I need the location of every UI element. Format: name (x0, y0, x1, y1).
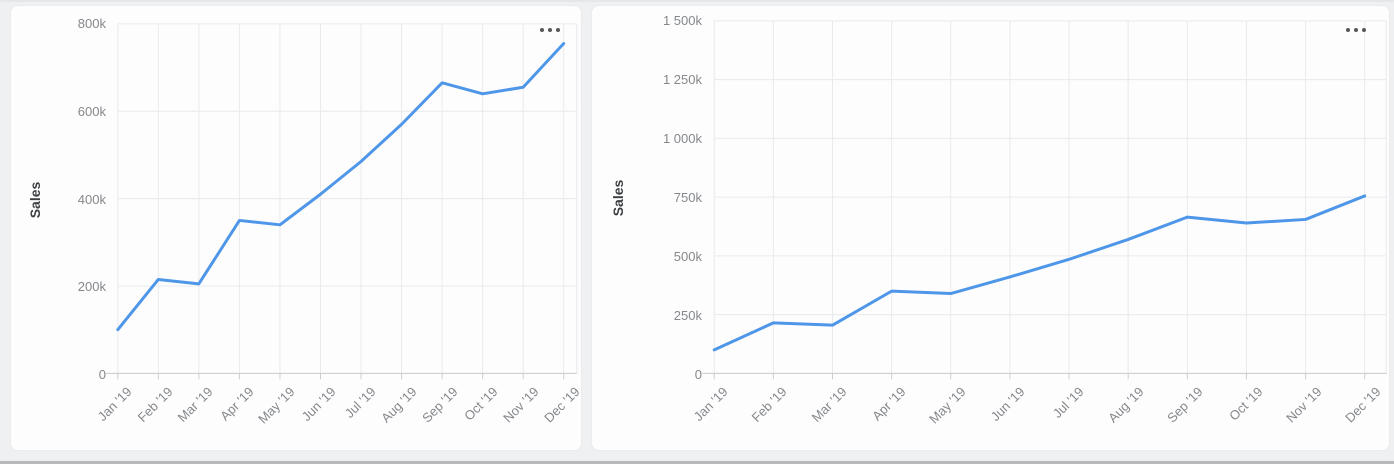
y-tick-label: 0 (98, 367, 106, 382)
line-chart-left (105, 23, 578, 380)
y-tick-label: 1 000k (662, 131, 702, 146)
ellipsis-icon (540, 28, 544, 32)
y-tick-label: 600k (77, 103, 106, 119)
y-tick-label: 750k (673, 190, 702, 205)
ellipsis-icon (556, 28, 560, 32)
y-axis-title: Sales (610, 179, 626, 217)
y-tick-label: 0 (694, 367, 702, 382)
ellipsis-icon (548, 28, 552, 32)
line-chart-right (702, 20, 1387, 380)
ellipsis-icon (1362, 28, 1366, 32)
chart-card-left: 0 200k 400k 600k 800k Jan '19 Feb '19 Mar '19 A… (10, 5, 583, 451)
y-tick-label: 800k (77, 16, 106, 31)
series-line-sales (116, 42, 566, 332)
y-tick-label: 200k (77, 279, 106, 295)
chart-context-menu-button[interactable] (1341, 23, 1371, 37)
chart-context-menu-button[interactable] (535, 23, 565, 37)
ellipsis-icon (1346, 28, 1350, 32)
y-tick-label: 1 500k (662, 13, 702, 28)
chart-card-right: 0 250k 500k 750k 1 000k 1 250k 1 500k Jan '19 F… (591, 5, 1390, 451)
ellipsis-icon (1354, 28, 1358, 32)
y-tick-label: 400k (77, 191, 106, 207)
y-axis-title: Sales (27, 181, 43, 219)
y-tick-label: 250k (673, 308, 702, 323)
y-tick-label: 500k (673, 249, 702, 264)
series-line-sales (712, 194, 1367, 352)
y-tick-label: 1 250k (662, 72, 702, 87)
window-bottom-edge (0, 461, 1394, 464)
